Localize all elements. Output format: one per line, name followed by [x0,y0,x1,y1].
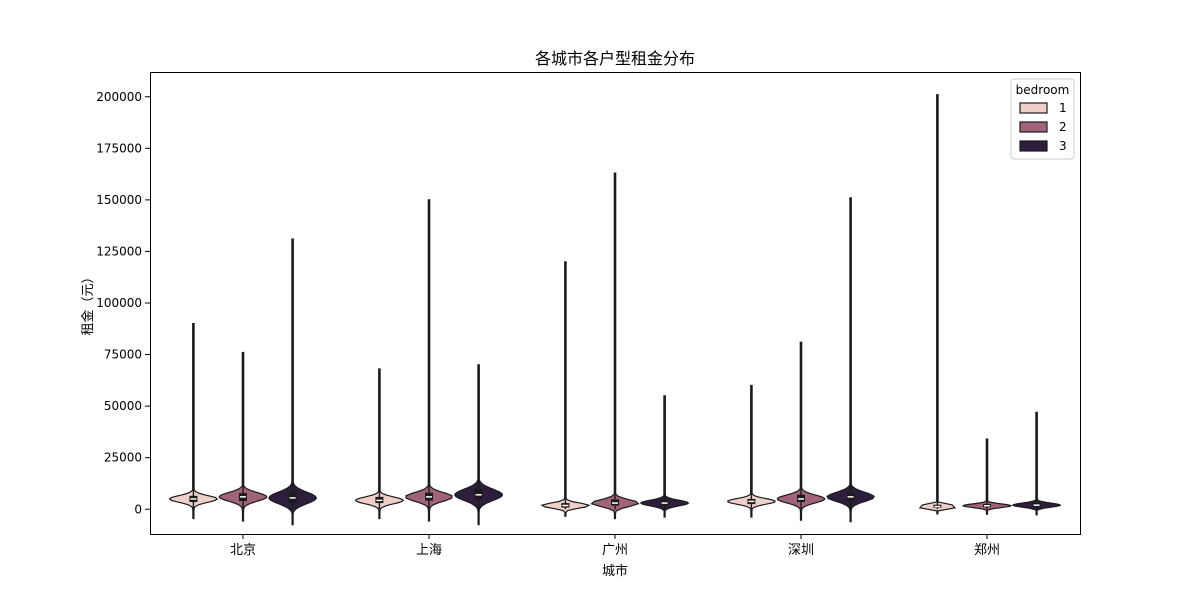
legend-swatch [1019,102,1048,114]
x-tick-label: 上海 [416,543,442,558]
y-axis-label: 租金（元） [80,270,96,335]
y-tick-label: 150000 [96,193,142,207]
legend-frame [1010,78,1075,160]
y-tick-label: 25000 [104,451,142,465]
y-tick-label: 175000 [96,141,142,155]
x-tick-label: 北京 [230,543,256,558]
x-tick-label: 深圳 [788,543,814,558]
legend-entry-label: 3 [1059,139,1067,153]
axis-layer: 0 25000 50000 75000 100000 125000 150000 175000… [96,90,1000,558]
legend-entry-label: 1 [1059,101,1067,115]
legend-swatch [1019,140,1048,152]
chart-title: 各城市各户型租金分布 [535,49,695,68]
y-tick-label: 100000 [96,296,142,310]
legend-entry-label: 2 [1059,120,1067,134]
y-tick-label: 50000 [104,399,142,413]
plot-layer [168,94,1062,526]
x-tick-label: 郑州 [974,543,1000,558]
legend-title: bedroom [1016,83,1070,97]
y-tick-label: 125000 [96,244,142,258]
y-tick-label: 200000 [96,90,142,104]
y-tick-label: 0 [134,502,142,516]
x-axis-label: 城市 [602,563,628,579]
legend: bedroom 1 2 3 [1010,78,1075,160]
legend-swatch [1019,121,1048,133]
violin-iqr-box [474,488,483,499]
y-tick-label: 75000 [104,348,142,362]
x-tick-label: 广州 [602,543,628,558]
